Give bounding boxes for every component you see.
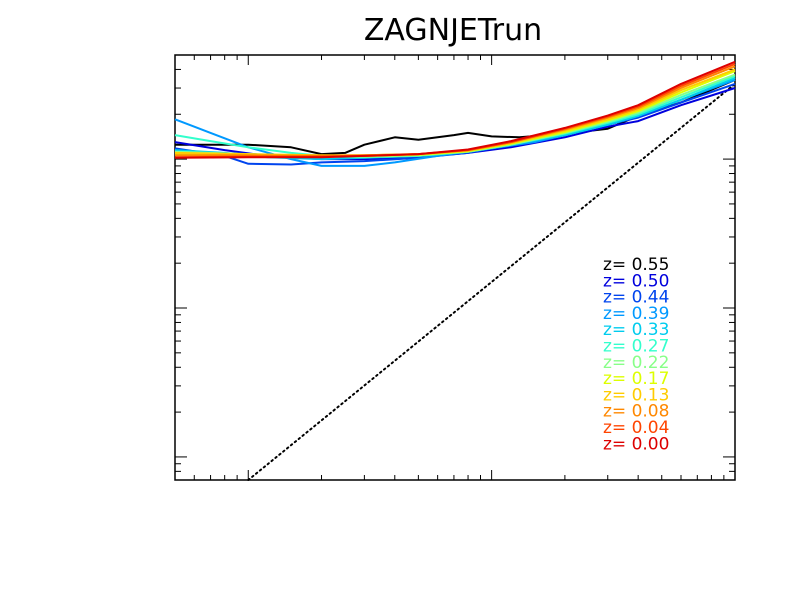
- legend-entry-11: z= 0.00: [603, 434, 669, 454]
- legend-entry-6: z= 0.22: [603, 353, 669, 373]
- legend-entry-3: z= 0.39: [603, 304, 669, 324]
- legend-entry-5: z= 0.27: [603, 337, 669, 357]
- series-layer: [174, 60, 736, 481]
- legend-entry-4: z= 0.33: [603, 320, 669, 340]
- legend-entry-1: z= 0.50: [603, 271, 669, 291]
- legend-entry-0: z= 0.55: [603, 255, 669, 275]
- series-line-4: [174, 77, 736, 161]
- legend-entry-10: z= 0.04: [603, 418, 669, 438]
- reference-line: [247, 82, 736, 481]
- legend: z= 0.55z= 0.50z= 0.44z= 0.39z= 0.33z= 0.…: [603, 255, 669, 454]
- series-line-11: [174, 60, 736, 159]
- legend-entry-2: z= 0.44: [603, 288, 669, 308]
- axes: [174, 54, 736, 481]
- legend-entry-7: z= 0.17: [603, 369, 669, 389]
- chart-title: ZAGNJETrun: [364, 13, 542, 48]
- legend-entry-8: z= 0.13: [603, 385, 669, 405]
- legend-entry-9: z= 0.08: [603, 402, 669, 422]
- plot-frame: [174, 54, 736, 481]
